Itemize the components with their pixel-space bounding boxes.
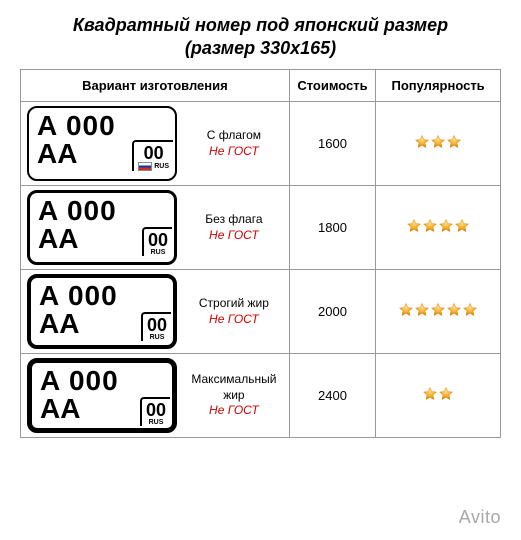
plate-region-box: 00 RUS — [140, 397, 170, 426]
star-rating — [422, 390, 454, 405]
popularity-cell — [376, 102, 501, 186]
watermark-logo: Avito — [459, 507, 501, 528]
popularity-cell — [376, 354, 501, 438]
variant-gost: Не ГОСТ — [185, 228, 283, 244]
header-popularity: Популярность — [376, 70, 501, 102]
page-subtitle: (размер 330х165) — [20, 38, 501, 59]
plate-region-box: 00 RUS — [141, 312, 171, 341]
flag-icon — [138, 162, 152, 171]
plate-top-line: A 000 — [37, 112, 167, 140]
plate-series: AA — [40, 395, 80, 423]
table-row: A 000 AA 00 RUS С флагом Не ГОСТ 1600 — [21, 102, 501, 186]
plate-region-box: 00 RUS — [132, 140, 173, 171]
plate-region-code: 00 — [147, 316, 167, 334]
plate-top-line: A 000 — [40, 367, 164, 395]
variant-name: Строгий жир — [185, 296, 283, 312]
page-title: Квадратный номер под японский размер — [20, 15, 501, 36]
plate-region-code: 00 — [146, 401, 166, 419]
variant-gost: Не ГОСТ — [185, 144, 283, 160]
plate-rus-label: RUS — [149, 419, 164, 426]
variant-name: Максимальный жир — [185, 372, 283, 403]
variant-name: Без флага — [185, 212, 283, 228]
star-rating — [398, 306, 478, 321]
plate-region-code: 00 — [144, 144, 164, 162]
header-variant: Вариант изготовления — [21, 70, 290, 102]
table-row: A 000 AA 00 RUS Строгий жир Не ГОСТ 2000 — [21, 270, 501, 354]
plate-series: AA — [38, 225, 78, 253]
star-rating — [406, 222, 470, 237]
header-cost: Стоимость — [289, 70, 375, 102]
license-plate: A 000 AA 00 RUS — [27, 274, 177, 349]
variant-gost: Не ГОСТ — [185, 312, 283, 328]
variant-description: С флагом Не ГОСТ — [185, 128, 283, 159]
cost-cell: 2000 — [289, 270, 375, 354]
table-row: A 000 AA 00 RUS Максимальный жир Не ГОСТ… — [21, 354, 501, 438]
variant-description: Строгий жир Не ГОСТ — [185, 296, 283, 327]
plate-region-code: 00 — [148, 231, 168, 249]
table-row: A 000 AA 00 RUS Без флага Не ГОСТ 1800 — [21, 186, 501, 270]
cost-cell: 1600 — [289, 102, 375, 186]
plate-rus-label: RUS — [138, 162, 169, 171]
popularity-cell — [376, 270, 501, 354]
plate-top-line: A 000 — [38, 197, 166, 225]
variant-description: Без флага Не ГОСТ — [185, 212, 283, 243]
plate-rus-label: RUS — [151, 249, 166, 256]
plate-series: AA — [37, 140, 77, 168]
pricing-table: Вариант изготовления Стоимость Популярно… — [20, 69, 501, 438]
plate-region-box: 00 RUS — [142, 227, 172, 256]
star-rating — [414, 138, 462, 153]
cost-cell: 1800 — [289, 186, 375, 270]
plate-top-line: A 000 — [39, 282, 165, 310]
variant-gost: Не ГОСТ — [185, 403, 283, 419]
popularity-cell — [376, 186, 501, 270]
cost-cell: 2400 — [289, 354, 375, 438]
variant-name: С флагом — [185, 128, 283, 144]
plate-rus-label: RUS — [150, 334, 165, 341]
plate-series: AA — [39, 310, 79, 338]
license-plate: A 000 AA 00 RUS — [27, 106, 177, 181]
license-plate: A 000 AA 00 RUS — [27, 358, 177, 433]
license-plate: A 000 AA 00 RUS — [27, 190, 177, 265]
variant-description: Максимальный жир Не ГОСТ — [185, 372, 283, 419]
